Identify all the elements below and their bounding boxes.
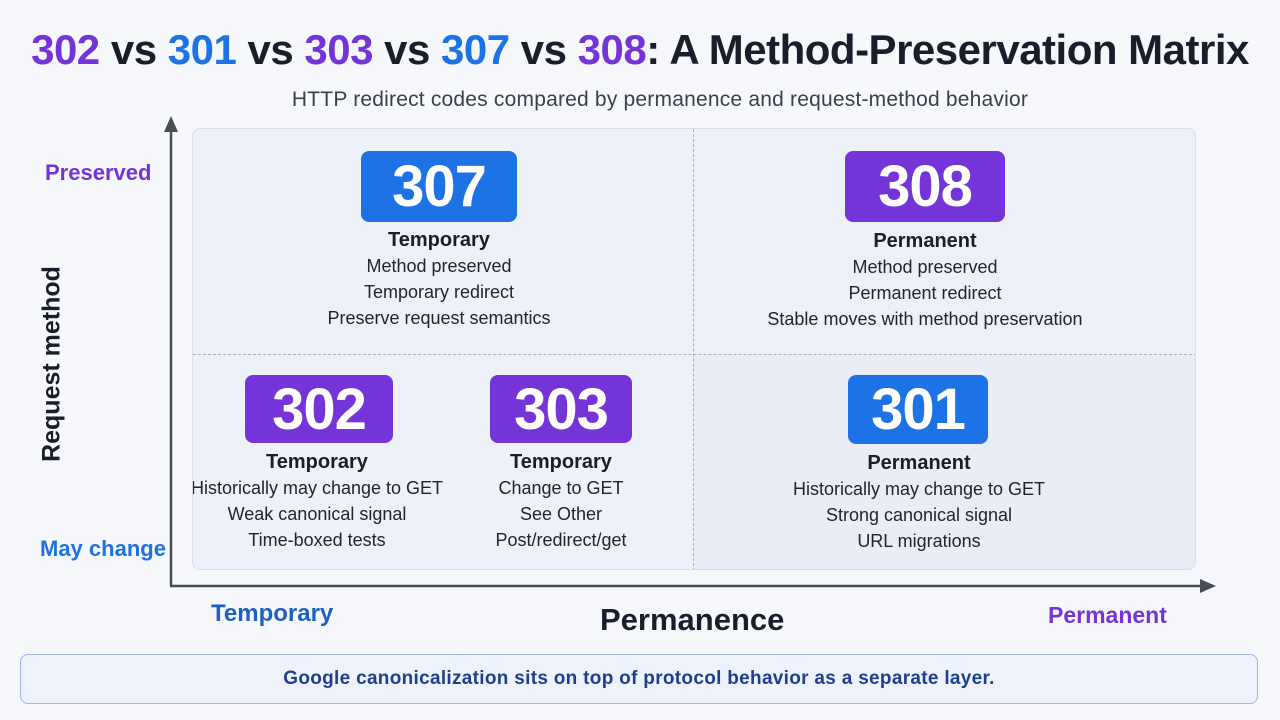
- title-part: 301: [167, 26, 237, 73]
- card-302: Temporary Historically may change to GET…: [192, 449, 447, 553]
- card-kind: Temporary: [388, 229, 490, 251]
- code-badge-308: 308: [845, 151, 1005, 222]
- card-line: Strong canonical signal: [825, 505, 1013, 525]
- card-line: URL migrations: [857, 531, 981, 551]
- page-title: 302 vs 301 vs 303 vs 307 vs 308: A Metho…: [0, 26, 1280, 74]
- x-axis-right-label: Permanent: [1048, 602, 1167, 628]
- y-axis-title: Request method: [37, 266, 66, 462]
- title-part: vs: [509, 26, 578, 73]
- card-303: Temporary Change to GET See Other Post/r…: [451, 449, 671, 553]
- card-kind: Temporary: [266, 451, 368, 473]
- card-line: Preserve request semantics: [327, 308, 551, 328]
- card-line: Post/redirect/get: [495, 530, 627, 550]
- title-part: vs: [236, 26, 305, 73]
- card-kind: Temporary: [510, 451, 612, 473]
- y-axis-bottom-label: May change: [40, 536, 166, 561]
- card-line: Method preserved: [366, 256, 512, 276]
- x-axis-arrowhead: [1200, 579, 1216, 593]
- title-part: 302: [31, 26, 100, 73]
- horizontal-divider: [193, 354, 1195, 355]
- redirect-matrix: 307 Temporary Method preserved Temporary…: [192, 128, 1196, 570]
- card-line: Stable moves with method preservation: [767, 309, 1083, 329]
- card-line: Temporary redirect: [363, 282, 515, 302]
- card-308: Permanent Method preserved Permanent red…: [755, 228, 1095, 332]
- title-part: : A Method-Preservation Matrix: [646, 26, 1249, 73]
- page-subtitle: HTTP redirect codes compared by permanen…: [291, 88, 1029, 111]
- title-part: 307: [441, 26, 510, 73]
- card-line: Historically may change to GET: [192, 478, 444, 498]
- y-axis-arrowhead: [164, 116, 178, 132]
- card-line: Change to GET: [498, 478, 624, 498]
- card-kind: Permanent: [873, 230, 977, 252]
- code-badge-303: 303: [490, 375, 632, 443]
- code-badge-307: 307: [361, 151, 517, 222]
- card-line: Method preserved: [852, 257, 998, 277]
- footer-note: Google canonicalization sits on top of p…: [20, 654, 1258, 704]
- title-part: vs: [99, 26, 168, 73]
- vertical-divider: [693, 129, 694, 569]
- code-badge-301: 301: [848, 375, 988, 444]
- card-line: Weak canonical signal: [227, 504, 407, 524]
- x-axis-title: Permanence: [600, 602, 785, 637]
- title-part: 303: [304, 26, 373, 73]
- card-307: Temporary Method preserved Temporary red…: [289, 227, 589, 331]
- card-301: Permanent Historically may change to GET…: [779, 450, 1059, 554]
- x-axis-left-label: Temporary: [211, 600, 334, 627]
- code-badge-302: 302: [245, 375, 393, 443]
- card-line: See Other: [519, 504, 603, 524]
- card-kind: Permanent: [867, 452, 971, 474]
- title-part: vs: [372, 26, 442, 73]
- card-line: Historically may change to GET: [792, 479, 1046, 499]
- card-line: Time-boxed tests: [248, 530, 386, 550]
- title-part: 308: [577, 26, 647, 73]
- card-line: Permanent redirect: [848, 283, 1002, 303]
- y-axis-top-label: Preserved: [45, 160, 152, 185]
